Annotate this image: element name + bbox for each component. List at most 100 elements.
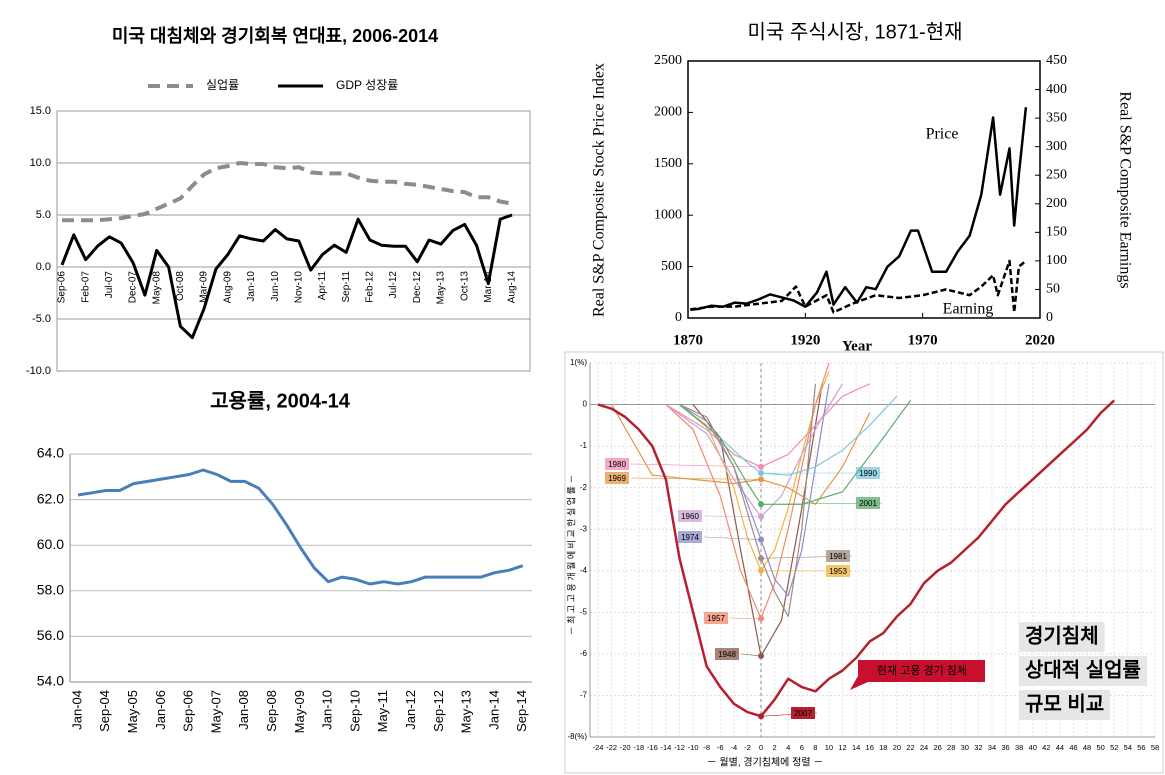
y2-tick-label: 450 — [1046, 53, 1067, 68]
x-tick-label: 28 — [947, 743, 955, 752]
x-tick-label: -24 — [593, 743, 604, 752]
series-label: 1953 — [829, 567, 847, 576]
series-label: 1960 — [681, 512, 699, 521]
x-tick-label: Nov-10 — [293, 271, 304, 304]
label-leader — [729, 617, 762, 619]
series-label: 1980 — [608, 460, 626, 469]
legend-label: 실업률 — [206, 78, 239, 92]
series-line — [665, 362, 830, 620]
y-tick-label: 62.0 — [37, 490, 64, 506]
y2-tick-label: 400 — [1046, 82, 1067, 97]
x-axis-label: － 월별, 경기침체에 정렬 － — [707, 756, 824, 769]
x-tick-label: Jan-08 — [236, 690, 251, 730]
x-tick-label: 16 — [866, 743, 874, 752]
y-tick-label: 64.0 — [37, 445, 64, 461]
x-tick-label: Jan-14 — [486, 690, 501, 730]
y-tick-label: 1(%) — [570, 358, 587, 367]
series-label: 2007 — [794, 709, 812, 718]
x-tick-label: 22 — [906, 743, 914, 752]
note-box — [1019, 622, 1105, 652]
series-label: 1948 — [718, 650, 736, 659]
series-label: 1969 — [608, 474, 626, 483]
x-axis-label: Year — [842, 338, 872, 354]
series-label-box — [605, 458, 629, 470]
x-tick-label: 6 — [800, 743, 804, 752]
x-tick-label: Jul-12 — [388, 271, 399, 299]
x-tick-label: 26 — [933, 743, 941, 752]
y-axis-label: － 최 고 고 용 개 월 에 비 교 한 실 업 률 － — [565, 475, 576, 636]
x-tick-label: 38 — [1015, 743, 1023, 752]
x-tick-label: Sep-06 — [181, 690, 196, 732]
x-tick-label: 10 — [825, 743, 833, 752]
y2-tick-label: 200 — [1046, 196, 1067, 211]
note-box — [1019, 690, 1111, 720]
y2-tick-label: 300 — [1046, 139, 1067, 154]
x-tick-label: 14 — [852, 743, 860, 752]
y-tick-label: 5.0 — [36, 209, 51, 221]
y-tick-label: 500 — [661, 259, 682, 274]
x-tick-label: 40 — [1029, 743, 1037, 752]
x-tick-label: Aug-09 — [222, 271, 233, 304]
x-tick-label: 0 — [759, 743, 763, 752]
x-tick-label: 2 — [773, 743, 777, 752]
series-label: 1974 — [681, 533, 699, 542]
x-tick-label: Jan-12 — [403, 690, 418, 730]
y-tick-label: -5.0 — [32, 313, 51, 325]
y-tick-label: 0 — [675, 310, 682, 325]
callout-box — [850, 660, 985, 690]
label-leader — [630, 477, 762, 480]
x-tick-label: -8 — [703, 743, 710, 752]
x-tick-label: 1920 — [790, 332, 820, 348]
y-tick-label: 1500 — [654, 156, 682, 171]
x-tick-label: 52 — [1110, 743, 1118, 752]
series-label: 1957 — [707, 614, 725, 623]
y2-tick-label: 0 — [1046, 310, 1053, 325]
note-box — [1019, 656, 1147, 686]
x-tick-label: Jan-10 — [246, 271, 257, 302]
series-label-box — [826, 565, 850, 577]
annotation: Earning — [943, 301, 994, 318]
label-leader — [740, 653, 762, 657]
x-tick-label: -6 — [717, 743, 724, 752]
x-tick-label: Sep-04 — [97, 690, 112, 732]
y2-tick-label: 250 — [1046, 167, 1067, 182]
x-tick-label: -12 — [674, 743, 685, 752]
x-tick-label: 36 — [1001, 743, 1009, 752]
legend-label: GDP 성장률 — [336, 78, 398, 92]
x-tick-label: May-11 — [375, 690, 390, 732]
y-tick-label: 0 — [583, 400, 588, 409]
x-tick-label: Jun-10 — [270, 271, 281, 302]
x-tick-label: Sep-06 — [57, 271, 68, 304]
series-line — [690, 259, 1027, 314]
x-tick-label: Feb-12 — [365, 271, 376, 303]
series-line — [679, 383, 830, 597]
series-label-box — [715, 648, 739, 660]
x-tick-label: May-13 — [436, 271, 447, 305]
x-tick-label: 18 — [879, 743, 887, 752]
label-leader — [703, 536, 762, 540]
x-tick-label: 32 — [974, 743, 982, 752]
series-label-box — [678, 531, 702, 543]
series-line — [679, 395, 898, 476]
x-tick-label: Sep-12 — [431, 690, 446, 732]
y-tick-label: 56.0 — [37, 627, 64, 643]
x-tick-label: Sep-08 — [264, 690, 279, 732]
x-tick-label: Sep-10 — [347, 690, 362, 732]
label-leader — [703, 515, 762, 518]
x-tick-label: Mar-14 — [483, 271, 494, 303]
y2-tick-label: 100 — [1046, 253, 1067, 268]
x-tick-label: Jan-10 — [320, 690, 335, 730]
series-line — [597, 399, 1116, 718]
plot-frame — [687, 60, 1041, 319]
x-tick-label: Apr-11 — [317, 271, 328, 301]
y-tick-label: 60.0 — [37, 536, 64, 552]
x-tick-label: -20 — [620, 743, 631, 752]
x-tick-label: -2 — [744, 743, 751, 752]
series-line — [679, 383, 816, 618]
series-label-box — [678, 510, 702, 522]
x-tick-label: 54 — [1124, 743, 1132, 752]
y2-tick-label: 150 — [1046, 225, 1067, 240]
x-tick-label: 42 — [1042, 743, 1050, 752]
note-text: 규모 비교 — [1025, 692, 1104, 715]
x-tick-label: Sep-11 — [341, 271, 352, 303]
